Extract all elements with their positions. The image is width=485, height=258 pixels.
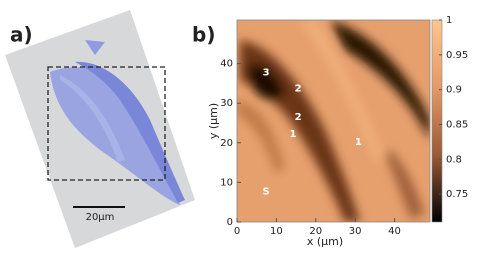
y-tick-label: 40	[220, 59, 233, 70]
y-tick-label: 30	[220, 98, 233, 109]
colorbar-tick-label: 0.8	[446, 154, 462, 165]
colorbar	[431, 19, 443, 223]
panel-label: b)	[192, 23, 215, 47]
y-tick-label: 0	[227, 217, 233, 228]
y-axis-label: y (µm)	[207, 103, 220, 139]
annotation: 1	[355, 137, 362, 148]
annotation: 2	[295, 84, 302, 95]
panel-label: a)	[10, 23, 33, 47]
colorbar-tick-label: 0.85	[446, 119, 468, 130]
x-tick-label: 20	[309, 226, 322, 237]
x-axis-label: x (µm)	[307, 235, 343, 248]
x-tick-label: 0	[234, 226, 240, 237]
x-tick-label: 40	[388, 226, 401, 237]
colorbar-tick-label: 0.9	[446, 85, 462, 96]
y-tick-label: 10	[220, 177, 233, 188]
colorbar-tick-label: 0.75	[446, 189, 468, 200]
micrograph	[5, 10, 195, 248]
annotation: 1	[289, 129, 296, 140]
annotation: 2	[295, 112, 302, 123]
x-tick-label: 30	[349, 226, 362, 237]
colorbar-tick-label: 0.95	[446, 50, 468, 61]
x-tick-label: 10	[270, 226, 283, 237]
heatmap	[237, 20, 430, 222]
y-tick-label: 20	[220, 138, 233, 149]
annotation: 3	[263, 67, 270, 78]
annotation: S	[263, 187, 270, 198]
plot-frame	[236, 19, 431, 223]
colorbar-tick-label: 1	[446, 15, 452, 26]
scale-bar-label: 20µm	[86, 212, 115, 223]
